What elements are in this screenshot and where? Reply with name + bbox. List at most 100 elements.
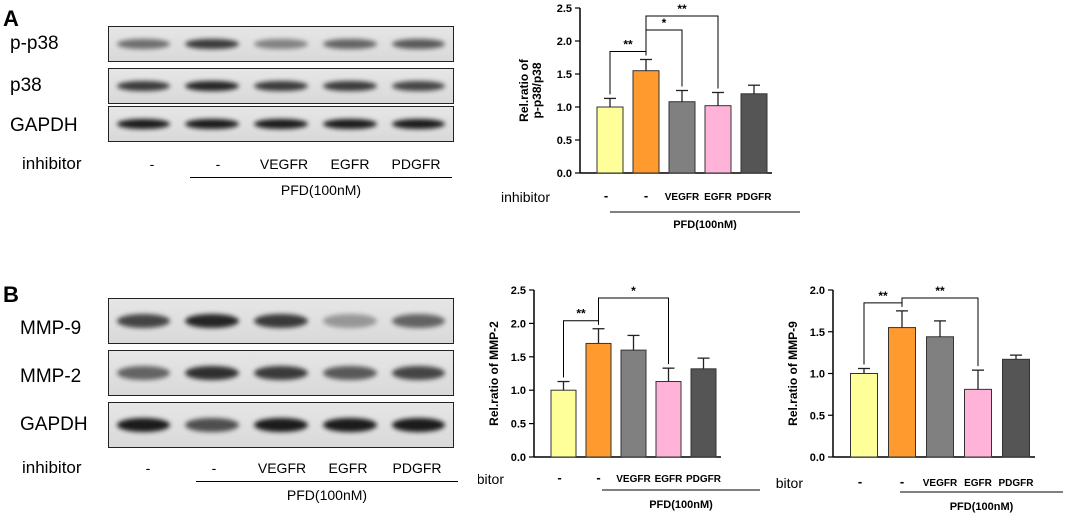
lane-label: - [149, 156, 155, 172]
blot-band [254, 80, 308, 92]
bar [740, 93, 768, 174]
blot-strip-gapdh-b [108, 402, 454, 448]
x-tick-label: PDGFR [686, 474, 722, 485]
bar [888, 327, 916, 458]
x-tick-label: - [858, 474, 862, 489]
bar [926, 336, 954, 458]
y-tick-label: 2.5 [557, 3, 572, 15]
group-label-a: PFD(100nM) [280, 182, 362, 198]
group-label-b: PFD(100nM) [286, 487, 368, 503]
blot-band [254, 313, 308, 329]
blot-band [116, 80, 171, 92]
x-tick-label: EGFR [655, 474, 684, 485]
x-tick-label: PDGFR [737, 192, 773, 203]
y-tick-label: 1.0 [810, 369, 825, 381]
bar [550, 389, 577, 458]
y-axis-label: Rel.ratio of MMP-2 [487, 321, 501, 426]
bar [704, 105, 732, 174]
lane-label: PDGFR [392, 460, 442, 476]
x-tick-label: - [557, 470, 561, 485]
x-tick-label: VEGFR [923, 478, 958, 489]
significance-label: ** [935, 284, 945, 298]
blot-band [391, 417, 446, 433]
blot-band [322, 365, 377, 381]
y-tick-label: 1.5 [557, 69, 572, 81]
y-tick-label: 0.0 [810, 452, 825, 464]
y-tick-label: 2.0 [810, 285, 825, 297]
lane-label: VEGFR [257, 460, 307, 476]
x-tick-label: - [596, 470, 600, 485]
blot-band [116, 118, 171, 130]
x-tick-label: EGFR [704, 192, 733, 203]
chart-p-p38: 0.0 0.5 1.0 1.5 2.0 2.5 Rel.ratio ofp-p38/p38 -… [501, 2, 800, 230]
blot-label-mmp-2: MMP-2 [20, 366, 82, 387]
inhibitor-label-b: inhibitor [22, 458, 82, 477]
y-tick-label: 0.0 [511, 452, 526, 464]
lane-label: EGFR [330, 156, 370, 172]
y-tick-label: 2.5 [511, 285, 526, 297]
blot-band [116, 365, 171, 381]
bar [632, 70, 660, 174]
panel-b-letter: B [3, 282, 19, 307]
significance-label: * [631, 284, 636, 298]
group-label: PFD(100nM) [950, 501, 1014, 513]
blot-band [322, 417, 377, 433]
blot-strip-p-p38 [108, 26, 454, 62]
bar [690, 368, 717, 458]
significance-bracket [598, 297, 669, 365]
x-tick-label: PDGFR [999, 478, 1035, 489]
x-tick-label: - [604, 188, 608, 203]
chart-mmp-2: 0.0 0.5 1.0 1.5 2.0 2.5 Rel.ratio of MMP-2 - - VE… [478, 284, 760, 511]
blot-label-p-p38: p-p38 [10, 33, 59, 54]
bar [585, 342, 612, 458]
blot-label-mmp-9: MMP-9 [20, 318, 82, 339]
inhibitor-label: inhibitor [775, 475, 803, 491]
blot-band [322, 313, 377, 329]
y-tick-label: 0.0 [557, 168, 572, 180]
significance-bracket [901, 297, 979, 367]
group-line-b [196, 481, 458, 482]
significance-label: ** [878, 289, 888, 303]
blot-band [185, 417, 240, 433]
blot-band [185, 38, 240, 50]
significance-bracket [645, 15, 719, 89]
lane-label: PDGFR [391, 156, 441, 172]
group-label: PFD(100nM) [649, 499, 713, 511]
significance-label: ** [677, 2, 687, 16]
blot-band [322, 38, 377, 50]
blot-band [254, 118, 308, 130]
bar [620, 349, 647, 458]
blot-band [391, 365, 446, 381]
blot-strip-mmp-9 [108, 298, 454, 344]
blot-band [254, 38, 308, 50]
lane-label: VEGFR [259, 156, 309, 172]
inhibitor-label: inhibitor [501, 189, 550, 205]
blot-band [391, 313, 446, 329]
bar [964, 388, 992, 458]
y-tick-label: 1.0 [557, 102, 572, 114]
blot-band [116, 417, 171, 433]
y-tick-label: 1.5 [511, 352, 526, 364]
blot-band [185, 365, 240, 381]
group-label: PFD(100nM) [673, 219, 737, 230]
blot-band [116, 38, 171, 50]
blot-band [391, 38, 446, 50]
y-tick-label: 0.5 [810, 410, 825, 422]
lane-label: - [211, 460, 217, 476]
blot-band [185, 80, 240, 92]
chart-mmp-9: 0.0 0.5 1.0 1.5 2.0 Rel.ratio of MMP-9 - - VEGFR… [775, 284, 1063, 513]
y-axis-label: Rel.ratio ofp-p38/p38 [517, 58, 544, 122]
lane-label: EGFR [328, 460, 368, 476]
blot-band [116, 313, 171, 329]
blot-band [254, 365, 308, 381]
blot-band [185, 313, 240, 329]
blot-band [391, 80, 446, 92]
blot-band [322, 80, 377, 92]
blot-band [254, 417, 308, 433]
y-tick-label: 0.5 [511, 419, 526, 431]
significance-label: ** [623, 37, 633, 51]
group-line-a [190, 177, 452, 178]
x-tick-label: EGFR [964, 478, 993, 489]
blot-band [322, 118, 377, 130]
blot-strip-mmp-2 [108, 350, 454, 396]
